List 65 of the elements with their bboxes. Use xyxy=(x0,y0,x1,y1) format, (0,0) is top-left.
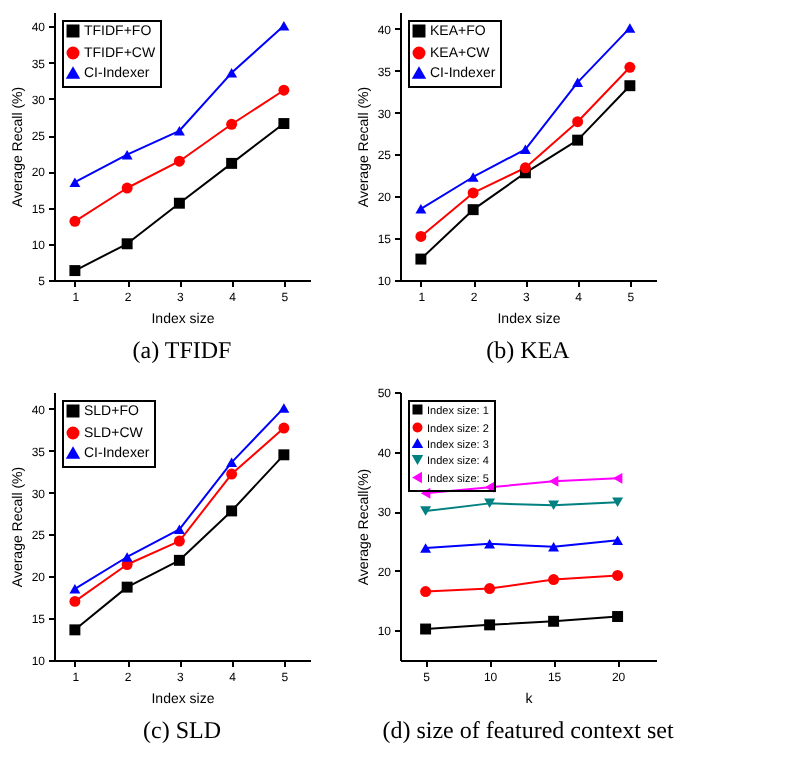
point xyxy=(548,475,559,487)
text: (b) KEA xyxy=(486,336,571,364)
point xyxy=(548,542,560,552)
point xyxy=(173,524,185,535)
point xyxy=(624,23,636,33)
text: (d) size of featured context set xyxy=(382,716,675,744)
point xyxy=(278,118,290,130)
point xyxy=(121,238,133,250)
point xyxy=(121,182,133,194)
point xyxy=(69,177,81,187)
point xyxy=(278,449,290,461)
point xyxy=(226,468,238,480)
point xyxy=(467,204,479,216)
point xyxy=(173,197,185,209)
point xyxy=(612,611,624,622)
point xyxy=(612,569,624,581)
point xyxy=(173,126,185,136)
point xyxy=(484,539,496,549)
point xyxy=(173,155,185,167)
point xyxy=(484,583,496,594)
point xyxy=(467,187,479,199)
point xyxy=(467,172,479,182)
point xyxy=(226,68,238,78)
point xyxy=(624,80,636,92)
point xyxy=(612,535,624,546)
point xyxy=(484,619,496,631)
point xyxy=(572,77,584,88)
point xyxy=(548,615,560,627)
point xyxy=(173,535,185,547)
point xyxy=(548,574,560,586)
point xyxy=(415,230,427,242)
point xyxy=(519,162,531,174)
point xyxy=(612,497,624,507)
point xyxy=(572,134,584,146)
point xyxy=(226,118,238,130)
point xyxy=(173,554,185,566)
point xyxy=(572,116,584,128)
point xyxy=(278,84,290,96)
point xyxy=(226,457,238,468)
point xyxy=(624,61,636,73)
point xyxy=(121,581,133,593)
point xyxy=(548,500,560,510)
point xyxy=(415,253,427,265)
point xyxy=(420,586,432,597)
point xyxy=(121,149,133,160)
point xyxy=(226,157,238,169)
point xyxy=(278,21,290,31)
point xyxy=(226,505,238,517)
point xyxy=(484,498,496,509)
point xyxy=(69,624,81,636)
point xyxy=(69,265,81,277)
point xyxy=(519,144,531,155)
point xyxy=(420,506,432,516)
text: (a) TFIDF xyxy=(132,336,233,364)
point xyxy=(69,595,81,607)
point xyxy=(278,422,290,434)
point xyxy=(121,552,133,562)
point xyxy=(612,472,623,484)
point xyxy=(69,584,81,594)
point xyxy=(415,204,427,214)
point xyxy=(278,403,290,413)
point xyxy=(69,215,81,227)
point xyxy=(420,623,432,635)
text: (c) SLD xyxy=(143,716,222,744)
point xyxy=(420,543,432,553)
